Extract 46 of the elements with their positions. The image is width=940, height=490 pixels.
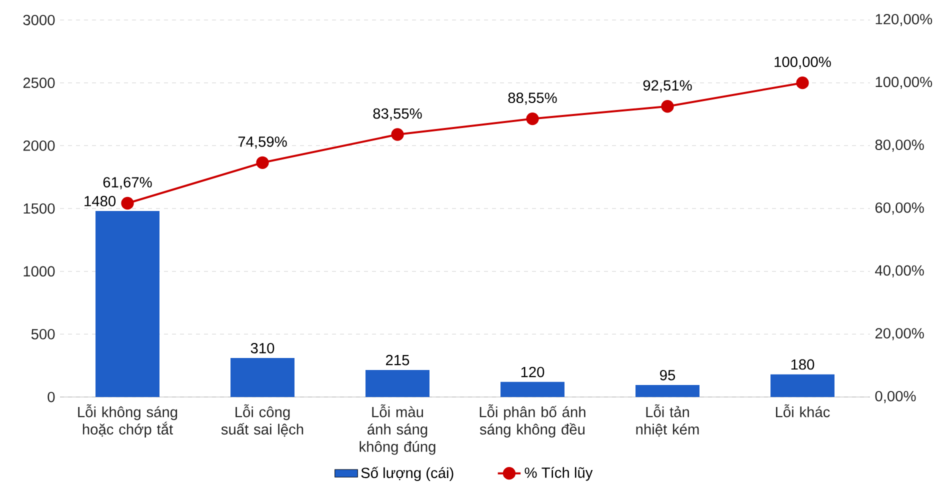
bar	[500, 382, 564, 397]
data-label: 74,59%	[238, 136, 287, 149]
data-label: 92,51%	[643, 80, 692, 92]
x-tick-label: Lỗi không sáng hoặc chớp tắt	[78, 404, 178, 438]
bar	[96, 211, 160, 397]
y-tick-label: 0	[48, 392, 55, 402]
y2-tick-label: 0,00%	[875, 390, 916, 404]
y2-tick-label: 80,00%	[875, 140, 924, 152]
data-label: 1480	[84, 196, 116, 206]
point	[391, 128, 404, 141]
y-tick-label: 2500	[23, 78, 55, 88]
x-tick-label: Lỗi màu ánh sáng không đúng	[360, 404, 436, 455]
y2-tick-label: 20,00%	[875, 328, 924, 340]
data-label: 215	[386, 354, 410, 366]
data-label: 88,55%	[508, 92, 557, 105]
bar	[636, 385, 700, 397]
data-label: 95	[660, 370, 676, 380]
legend-label: % Tích lũy	[524, 466, 593, 481]
y2-tick-label: 60,00%	[875, 202, 924, 215]
point	[121, 196, 134, 210]
data-label: 120	[521, 366, 544, 378]
point	[796, 76, 809, 90]
legend-label: Số lượng (cái)	[361, 466, 454, 481]
y2-tick-label: 120,00%	[876, 14, 932, 26]
y-tick-label: 3000	[23, 14, 55, 26]
data-label: 180	[791, 359, 814, 370]
x-tick-label: Lỗi công suất sai lệch	[221, 404, 304, 437]
bar	[230, 358, 294, 397]
y-tick-label: 1500	[24, 203, 55, 214]
point	[526, 112, 539, 126]
y-tick-label: 1000	[24, 266, 55, 277]
x-tick-label: Lỗi khác	[776, 404, 830, 418]
bar	[366, 370, 430, 397]
x-tick-label: Lỗi phân bố ánh sáng không đều	[480, 404, 586, 438]
data-label: 61,67%	[103, 177, 152, 190]
y2-tick-label: 100,00%	[876, 76, 932, 89]
data-label: 83,55%	[373, 108, 422, 120]
point	[256, 156, 269, 169]
bar	[770, 374, 835, 397]
data-label: 310	[250, 342, 274, 354]
x-tick-label: Lỗi tản nhiệt kém	[636, 404, 699, 437]
point	[661, 100, 674, 113]
y-tick-label: 2000	[23, 140, 55, 151]
data-label: 100,00%	[774, 56, 831, 69]
y-tick-label: 500	[31, 328, 55, 340]
y2-tick-label: 40,00%	[875, 265, 924, 278]
